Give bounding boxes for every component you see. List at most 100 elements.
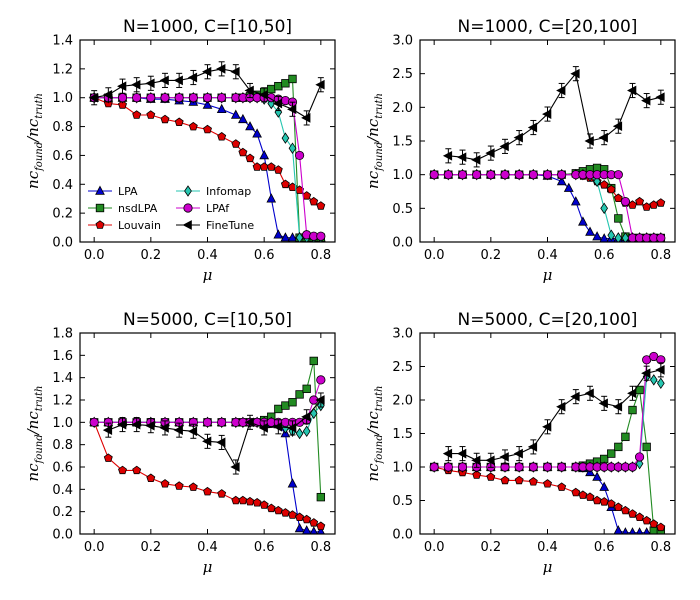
data-point-lpaf: [117, 93, 128, 103]
data-point-infomap: [295, 231, 304, 242]
chart-title: N=5000, C=[10,50]: [123, 310, 292, 330]
data-point-louvain: [160, 479, 170, 488]
data-point-louvain: [266, 503, 276, 513]
data-point-nsdlpa: [614, 214, 623, 223]
data-point-louvain: [302, 514, 312, 524]
data-point-louvain: [252, 498, 262, 507]
y-tick-label: 0.0: [52, 236, 73, 251]
data-point-nsdlpa: [267, 84, 276, 94]
data-point-louvain: [613, 193, 623, 203]
y-tick-label: 0.5: [392, 202, 413, 217]
data-point-finetune: [131, 79, 141, 90]
data-point-finetune: [202, 436, 212, 447]
legend-marker: [184, 185, 192, 197]
data-point-louvain: [231, 495, 241, 505]
y-tick-label: 1.0: [52, 91, 73, 106]
data-point-lpaf: [557, 170, 567, 180]
data-point-nsdlpa: [288, 74, 297, 84]
plot-area: [88, 61, 326, 242]
y-tick-label: 0.8: [52, 120, 73, 135]
data-point-louvain: [217, 132, 227, 141]
x-tick-label: 0.6: [594, 540, 615, 555]
data-point-finetune: [173, 75, 183, 86]
data-point-louvain: [585, 492, 595, 501]
legend-entry-louvain: Louvain: [88, 219, 161, 232]
data-point-finetune: [301, 411, 311, 422]
data-point-nsdlpa: [642, 442, 651, 452]
data-point-finetune: [287, 104, 297, 115]
data-point-infomap: [295, 427, 304, 440]
y-tick-label: 1.4: [52, 34, 73, 49]
x-tick-label: 0.4: [537, 248, 558, 263]
data-point-finetune: [471, 155, 481, 165]
data-point-louvain: [259, 500, 269, 509]
legend-entry-finetune: FineTune: [176, 219, 254, 232]
data-point-louvain: [606, 184, 616, 194]
data-point-louvain: [316, 201, 326, 210]
x-tick-label: 0.4: [537, 540, 558, 555]
legend: LPA nsdLPA Louvain Infomap LPAf FineTune: [88, 185, 254, 232]
data-point-finetune: [556, 401, 566, 412]
data-point-lpa: [287, 232, 298, 242]
data-point-lpa: [238, 113, 248, 124]
y-tick-label: 1.0: [392, 168, 413, 183]
data-point-finetune: [442, 448, 453, 459]
data-point-infomap: [649, 374, 658, 386]
legend-label: LPAf: [206, 202, 230, 215]
legend-label: LPA: [118, 185, 138, 198]
data-point-finetune: [527, 442, 538, 452]
y-tick-label: 0.4: [52, 483, 73, 498]
series-lpaf: [429, 170, 666, 242]
data-point-nsdlpa: [281, 79, 290, 88]
data-point-louvain: [557, 482, 567, 491]
data-point-lpa: [599, 481, 610, 491]
x-tick-label: 0.4: [197, 540, 218, 555]
data-point-louvain: [571, 487, 581, 497]
data-point-louvain: [188, 121, 198, 131]
plot-area: [429, 351, 666, 534]
data-point-finetune: [641, 95, 651, 106]
data-point-lpaf: [656, 233, 666, 242]
data-point-finetune: [230, 462, 240, 472]
data-point-nsdlpa: [281, 401, 290, 410]
y-tick-label: 0.2: [52, 207, 73, 222]
x-tick-label: 0.8: [310, 540, 331, 555]
y-axis-label: ncfound/nctruth: [24, 386, 45, 482]
data-point-lpaf: [443, 462, 453, 472]
y-tick-label: 3.0: [392, 34, 413, 49]
data-point-lpa: [266, 193, 277, 203]
data-point-louvain: [280, 508, 290, 517]
data-point-finetune: [102, 89, 113, 100]
x-axis-label: μ: [203, 558, 213, 576]
x-tick-label: 0.6: [254, 248, 275, 263]
data-point-louvain: [472, 470, 482, 479]
data-point-louvain: [486, 472, 496, 481]
data-point-louvain: [188, 482, 198, 491]
legend-entry-nsdlpa: nsdLPA: [88, 202, 158, 215]
data-point-finetune: [612, 401, 623, 412]
data-point-louvain: [203, 124, 212, 134]
data-point-finetune: [272, 421, 283, 432]
series-line-lpaf: [94, 379, 322, 423]
data-point-lpa: [570, 196, 581, 206]
data-point-lpa: [635, 527, 644, 534]
data-point-finetune: [471, 455, 481, 466]
data-point-finetune: [117, 81, 127, 92]
data-point-lpa: [252, 128, 262, 138]
data-point-nsdlpa: [274, 404, 283, 414]
data-point-finetune: [499, 141, 509, 152]
data-point-louvain: [528, 477, 538, 486]
data-point-louvain: [146, 110, 156, 119]
data-point-finetune: [655, 365, 665, 375]
data-point-finetune: [457, 448, 467, 459]
data-point-louvain: [656, 522, 666, 532]
data-point-finetune: [598, 398, 608, 409]
data-point-lpaf: [620, 197, 631, 207]
data-point-louvain: [146, 473, 156, 483]
data-point-lpaf: [316, 375, 326, 385]
data-point-finetune: [513, 132, 523, 143]
data-point-finetune: [315, 79, 325, 90]
data-point-nsdlpa: [309, 356, 318, 366]
y-tick-label: 2.0: [392, 394, 413, 409]
data-point-louvain: [238, 147, 248, 157]
